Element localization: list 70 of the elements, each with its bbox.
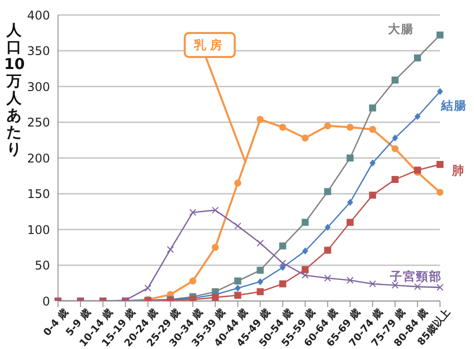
y-axis-title: 人口10万人あたり (4, 22, 24, 158)
point (302, 218, 309, 226)
point (279, 242, 286, 250)
point (324, 224, 331, 231)
point (189, 208, 196, 216)
point (256, 116, 264, 123)
point (436, 188, 444, 196)
point (234, 277, 242, 284)
point (346, 154, 354, 162)
point (234, 222, 242, 230)
point (189, 277, 196, 284)
point (324, 188, 332, 196)
y-tick-label: 200 (27, 151, 50, 166)
y-tick-label: 350 (27, 44, 50, 58)
point (279, 280, 286, 288)
point (392, 145, 399, 152)
series-label: 子宮頸部 (389, 269, 442, 284)
point (436, 160, 444, 168)
y-tick-label: 250 (27, 116, 50, 130)
point (279, 260, 286, 267)
point (346, 218, 354, 226)
y-tick-label: 150 (27, 187, 50, 202)
y-tick-label: 0 (42, 294, 50, 308)
point (256, 266, 264, 274)
point (414, 54, 422, 62)
point (280, 264, 286, 271)
point (256, 240, 264, 247)
point (414, 283, 422, 290)
text: 乳房 (192, 38, 226, 52)
point (436, 32, 444, 39)
point (324, 246, 332, 254)
point (302, 266, 309, 274)
y-tick-label: 400 (27, 8, 50, 22)
series-label: 肺 (451, 163, 465, 178)
point (392, 76, 399, 84)
point (166, 246, 174, 254)
point (324, 274, 332, 282)
point (212, 244, 219, 251)
point (414, 113, 421, 120)
point (437, 88, 443, 96)
point (302, 247, 308, 254)
point (392, 134, 398, 142)
point (369, 280, 376, 288)
point (346, 124, 354, 131)
y-tick-label: 300 (27, 80, 50, 94)
y-tick-label: 50 (34, 258, 50, 273)
point (392, 176, 399, 183)
point (234, 284, 241, 292)
point (370, 160, 376, 167)
point (234, 180, 242, 187)
y-tick-label: 100 (27, 222, 50, 237)
point (302, 134, 309, 142)
point (144, 284, 152, 292)
point (256, 288, 264, 296)
point (347, 198, 354, 206)
point (212, 206, 219, 214)
point (369, 192, 376, 199)
point (346, 276, 354, 284)
series-label: 結腸 (440, 98, 467, 113)
point (212, 294, 219, 301)
point (324, 122, 332, 130)
point (234, 292, 242, 299)
series-label: 大腸 (388, 22, 414, 36)
point (369, 104, 376, 112)
point (279, 124, 286, 131)
point (257, 278, 264, 286)
point (436, 284, 444, 291)
point (302, 272, 309, 279)
point (392, 282, 399, 289)
point (369, 126, 376, 133)
